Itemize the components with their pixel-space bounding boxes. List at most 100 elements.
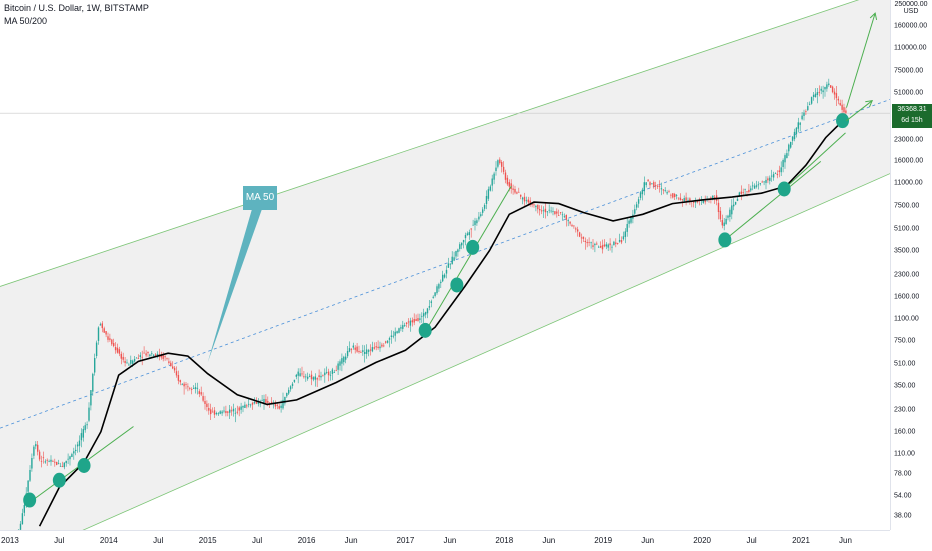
candle-body xyxy=(54,462,55,463)
price-tick-label: 78.00 xyxy=(894,470,912,477)
price-chart-plot[interactable] xyxy=(0,0,890,530)
candle-body xyxy=(377,347,378,348)
ma-touch-marker xyxy=(419,323,432,338)
candle-body xyxy=(303,376,304,377)
candle-body xyxy=(423,313,424,316)
candle-body xyxy=(537,205,538,210)
candle-body xyxy=(77,445,78,447)
candle-body xyxy=(421,316,422,317)
candle-body xyxy=(433,297,434,298)
candle-body xyxy=(364,352,365,354)
candle-body xyxy=(482,209,483,212)
candle-body xyxy=(495,168,496,171)
candle-body xyxy=(223,411,224,412)
candle-body xyxy=(41,461,42,462)
candle-body xyxy=(672,193,673,197)
price-tick-label: 3500.00 xyxy=(894,247,919,254)
candle-body xyxy=(383,346,384,347)
candle-body xyxy=(339,361,340,365)
candle-body xyxy=(651,183,652,184)
candle-body xyxy=(233,409,234,412)
candle-body xyxy=(183,384,184,387)
candle-body xyxy=(627,224,628,232)
candle-body xyxy=(113,343,114,346)
candle-body xyxy=(231,410,232,411)
candle-body xyxy=(85,425,86,430)
candle-body xyxy=(606,244,607,246)
candle-body xyxy=(596,244,597,245)
time-tick-label: 2017 xyxy=(396,536,414,545)
candle-body xyxy=(52,461,53,462)
candle-body xyxy=(767,178,768,180)
candle-body xyxy=(666,192,667,193)
candle-body xyxy=(434,292,435,296)
candle-body xyxy=(484,205,485,209)
candle-body xyxy=(801,116,802,120)
candle-body xyxy=(463,240,464,242)
candle-body xyxy=(594,244,595,245)
candle-body xyxy=(429,306,430,308)
candle-body xyxy=(313,377,314,379)
time-tick-label: Jun xyxy=(345,536,358,545)
candle-body xyxy=(514,189,515,193)
candle-body xyxy=(824,87,825,89)
ma-touch-marker xyxy=(23,493,36,508)
candle-body xyxy=(843,107,844,112)
candle-body xyxy=(322,375,323,376)
candle-body xyxy=(29,470,30,481)
candle-body xyxy=(805,111,806,112)
candle-body xyxy=(636,204,637,207)
candle-body xyxy=(100,324,101,325)
candle-body xyxy=(45,461,46,462)
candle-body xyxy=(763,182,764,183)
candle-body xyxy=(415,319,416,321)
candle-body xyxy=(777,174,778,175)
candle-body xyxy=(385,341,386,342)
candle-body xyxy=(705,201,706,203)
candle-body xyxy=(478,217,479,220)
candle-body xyxy=(798,122,799,128)
candle-body xyxy=(474,221,475,225)
candle-body xyxy=(733,205,734,207)
candle-body xyxy=(35,444,36,446)
candle-body xyxy=(379,347,380,349)
candle-body xyxy=(328,372,329,376)
candle-body xyxy=(472,225,473,226)
candle-body xyxy=(376,346,377,347)
candle-body xyxy=(242,406,243,408)
candle-body xyxy=(81,433,82,440)
time-tick-label: Jul xyxy=(746,536,756,545)
candle-body xyxy=(347,351,348,356)
candle-body xyxy=(20,524,21,530)
candle-body xyxy=(725,219,726,224)
candle-body xyxy=(653,182,654,187)
candle-body xyxy=(503,167,504,172)
candle-body xyxy=(134,359,135,362)
candle-body xyxy=(400,327,401,328)
candle-body xyxy=(157,354,158,355)
candle-body xyxy=(117,348,118,353)
candle-body xyxy=(549,210,550,211)
candle-body xyxy=(760,183,761,184)
candle-body xyxy=(143,353,144,354)
price-tick-label: 510.00 xyxy=(894,360,915,367)
candle-body xyxy=(579,232,580,236)
price-tick-label: 1600.00 xyxy=(894,293,919,300)
candle-body xyxy=(31,458,32,469)
candle-body xyxy=(406,323,407,324)
candle-body xyxy=(279,406,280,408)
candle-body xyxy=(27,481,28,492)
time-tick-label: 2015 xyxy=(199,536,217,545)
candle-body xyxy=(170,363,171,367)
candle-body xyxy=(619,240,620,242)
candle-body xyxy=(497,160,498,167)
candle-body xyxy=(220,411,221,414)
candle-body xyxy=(448,263,449,267)
candle-body xyxy=(48,461,49,462)
candle-body xyxy=(552,211,553,212)
candle-body xyxy=(585,241,586,242)
price-tick-label: 54.00 xyxy=(894,492,912,499)
candle-body xyxy=(628,221,629,224)
